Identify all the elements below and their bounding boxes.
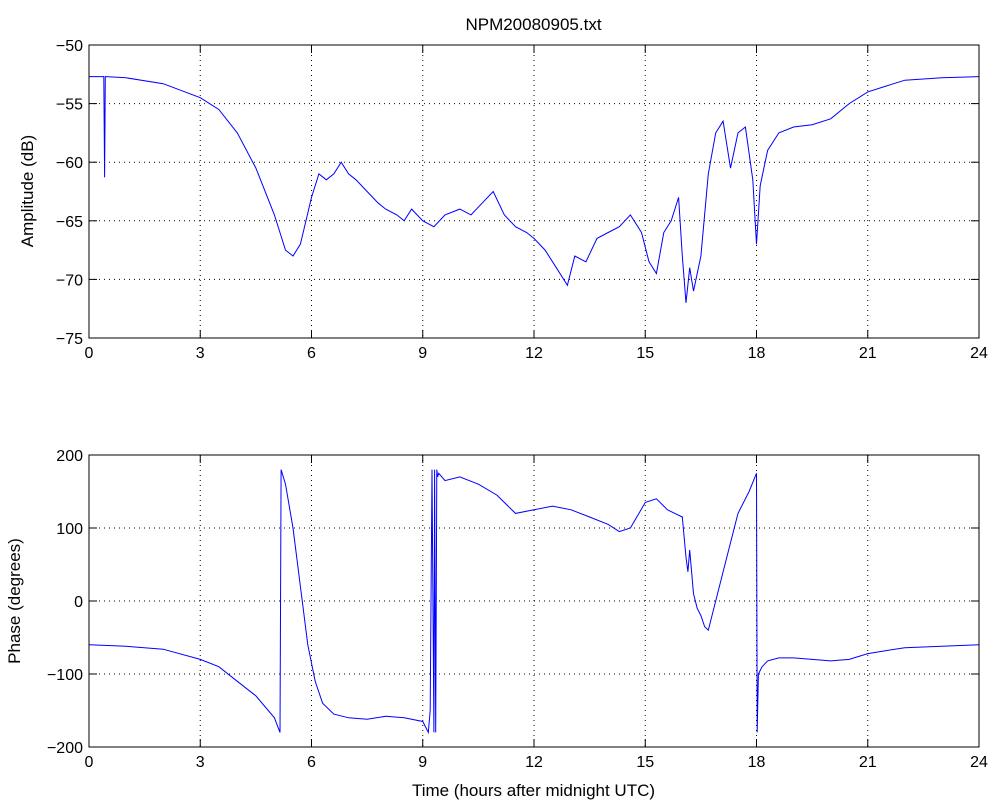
amplitude-y-tick-label: −60: [56, 155, 83, 172]
phase-x-tick-label: 0: [85, 754, 94, 771]
phase-x-tick-label: 24: [970, 754, 988, 771]
chart-title: NPM20080905.txt: [465, 15, 601, 34]
phase-y-tick-label: 200: [56, 448, 83, 465]
phase-x-tick-label: 18: [748, 754, 766, 771]
amplitude-x-tick-label: 12: [525, 345, 543, 362]
phase-y-axis-label: Phase (degrees): [5, 538, 24, 664]
amplitude-series-line: [89, 76, 980, 303]
amplitude-grid: [89, 45, 979, 338]
phase-series-line: [88, 469, 980, 735]
phase-axes-frame: [88, 454, 980, 748]
amplitude-y-tick-label: −50: [56, 38, 83, 55]
amplitude-tick-labels: 0 3 6 9 12 15 18 21 24 −75 −70 −65 −60 −55 −50: [56, 38, 988, 362]
phase-x-tick-label: 15: [636, 754, 654, 771]
phase-x-tick-label: 9: [418, 754, 427, 771]
amplitude-x-tick-label: 21: [859, 345, 877, 362]
amplitude-x-tick-label: 15: [636, 345, 654, 362]
phase-y-tick-label: −200: [47, 740, 83, 757]
phase-x-tick-label: 6: [307, 754, 316, 771]
amplitude-x-tick-label: 9: [418, 345, 427, 362]
amplitude-x-tick-label: 24: [970, 345, 988, 362]
amplitude-x-tick-label: 3: [196, 345, 205, 362]
phase-y-tick-label: 100: [56, 521, 83, 538]
amplitude-x-tick-label: 6: [307, 345, 316, 362]
phase-x-tick-label: 21: [859, 754, 877, 771]
amplitude-chart: NPM20080905.txt Amplitude (dB) 0 3 6 9 12 15 1…: [18, 15, 988, 362]
amplitude-x-tick-label: 0: [85, 345, 94, 362]
amplitude-y-tick-label: −65: [56, 214, 83, 231]
phase-x-tick-label: 12: [525, 754, 543, 771]
amplitude-y-tick-label: −75: [56, 331, 83, 348]
phase-chart: Phase (degrees) Time (hours after midnig…: [5, 448, 988, 800]
phase-x-axis-label: Time (hours after midnight UTC): [412, 781, 655, 800]
amplitude-y-tick-label: −55: [56, 97, 83, 114]
phase-tick-labels: 0 3 6 9 12 15 18 21 24 −200 −100 0 100 200: [47, 448, 988, 771]
amplitude-y-tick-label: −70: [56, 272, 83, 289]
phase-y-tick-label: 0: [74, 594, 83, 611]
amplitude-x-tick-label: 18: [748, 345, 766, 362]
phase-y-tick-label: −100: [47, 667, 83, 684]
amplitude-y-axis-label: Amplitude (dB): [18, 135, 37, 247]
phase-x-tick-label: 3: [196, 754, 205, 771]
amplitude-axes-frame: [88, 44, 980, 339]
